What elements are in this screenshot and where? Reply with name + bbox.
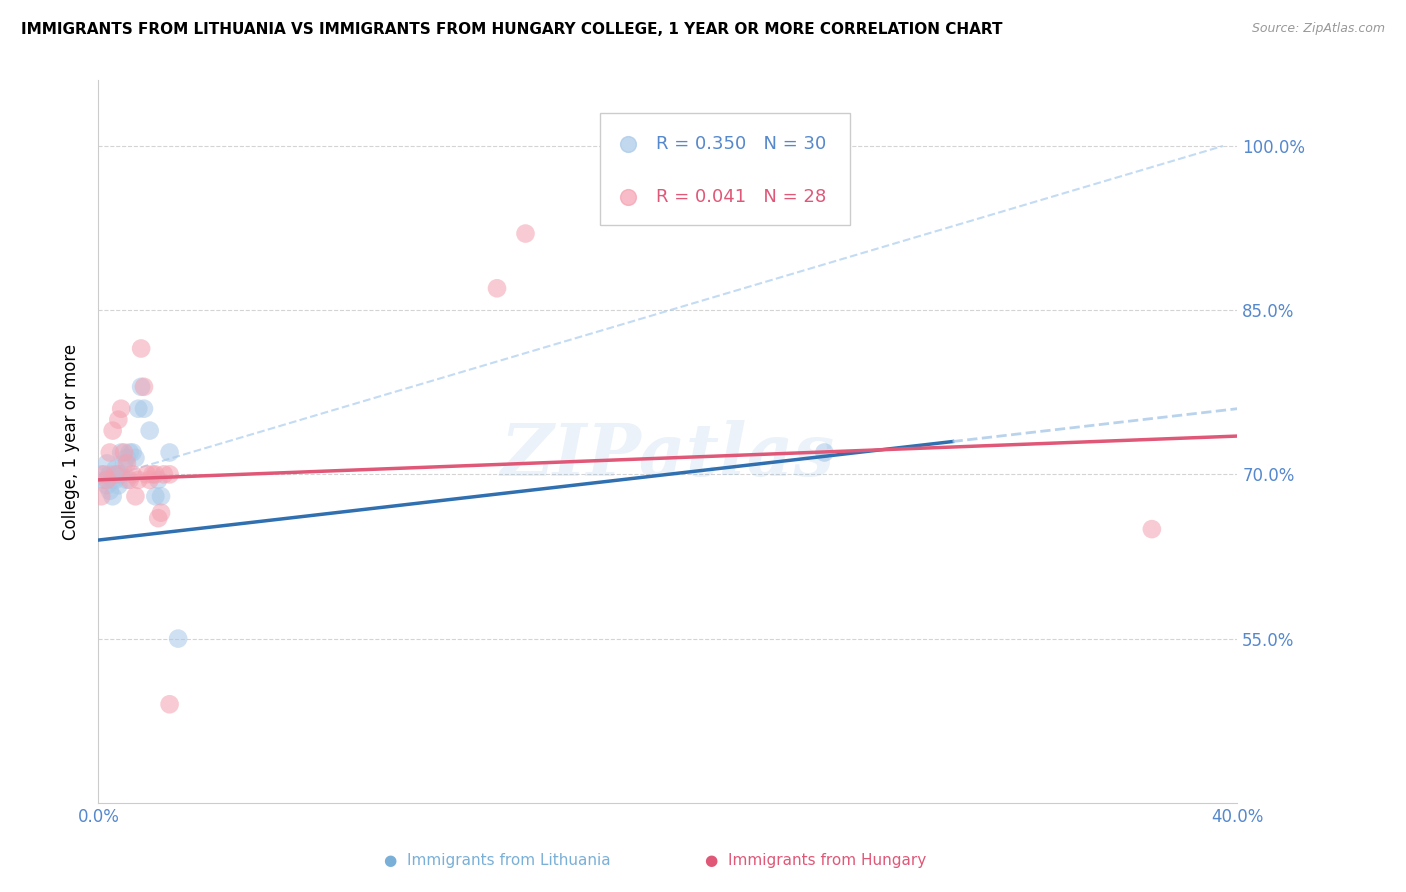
Point — [138, 424, 160, 438]
Point — [90, 467, 112, 482]
Point — [104, 473, 127, 487]
Point — [124, 489, 146, 503]
Point — [145, 489, 167, 503]
Point — [115, 473, 138, 487]
Point — [148, 511, 170, 525]
Point — [145, 467, 167, 482]
Point — [101, 489, 124, 503]
Point — [515, 227, 537, 241]
Point — [115, 450, 138, 465]
Point — [112, 445, 135, 459]
Point — [129, 342, 152, 356]
Point — [127, 473, 149, 487]
FancyBboxPatch shape — [599, 112, 851, 225]
Point — [141, 467, 163, 482]
Point — [98, 445, 121, 459]
Text: ●  Immigrants from Hungary: ● Immigrants from Hungary — [706, 854, 927, 869]
Point — [167, 632, 190, 646]
Point — [486, 281, 509, 295]
Point — [96, 478, 118, 492]
Point — [1140, 522, 1163, 536]
Point — [98, 483, 121, 498]
Point — [135, 467, 157, 482]
Point — [132, 380, 155, 394]
Point — [132, 401, 155, 416]
Y-axis label: College, 1 year or more: College, 1 year or more — [62, 343, 80, 540]
Point — [104, 462, 127, 476]
Point — [107, 478, 129, 492]
Point — [150, 489, 173, 503]
Text: ●  Immigrants from Lithuania: ● Immigrants from Lithuania — [384, 854, 610, 869]
Point — [104, 467, 127, 482]
Point — [98, 467, 121, 482]
Point — [153, 467, 176, 482]
Point — [813, 445, 835, 459]
Text: R = 0.350   N = 30: R = 0.350 N = 30 — [657, 136, 827, 153]
Point — [96, 473, 118, 487]
Text: IMMIGRANTS FROM LITHUANIA VS IMMIGRANTS FROM HUNGARY COLLEGE, 1 YEAR OR MORE COR: IMMIGRANTS FROM LITHUANIA VS IMMIGRANTS … — [21, 22, 1002, 37]
Text: R = 0.041   N = 28: R = 0.041 N = 28 — [657, 188, 827, 206]
Point — [96, 457, 118, 471]
Point — [138, 473, 160, 487]
Point — [159, 467, 181, 482]
Point — [90, 489, 112, 503]
Point — [159, 698, 181, 712]
Point — [110, 467, 132, 482]
Text: Source: ZipAtlas.com: Source: ZipAtlas.com — [1251, 22, 1385, 36]
Point — [118, 445, 141, 459]
Point — [110, 401, 132, 416]
Point — [93, 473, 115, 487]
Point — [159, 445, 181, 459]
Text: ZIPatlas: ZIPatlas — [501, 420, 835, 491]
Point — [112, 457, 135, 471]
Point — [101, 424, 124, 438]
Point — [121, 445, 143, 459]
Point — [93, 467, 115, 482]
Point — [129, 380, 152, 394]
Point — [115, 457, 138, 471]
Point — [124, 450, 146, 465]
Point — [101, 473, 124, 487]
Point — [148, 473, 170, 487]
Point — [127, 401, 149, 416]
Point — [107, 412, 129, 426]
Point — [150, 506, 173, 520]
Point — [121, 467, 143, 482]
Point — [107, 467, 129, 482]
Point — [110, 445, 132, 459]
Point — [118, 473, 141, 487]
